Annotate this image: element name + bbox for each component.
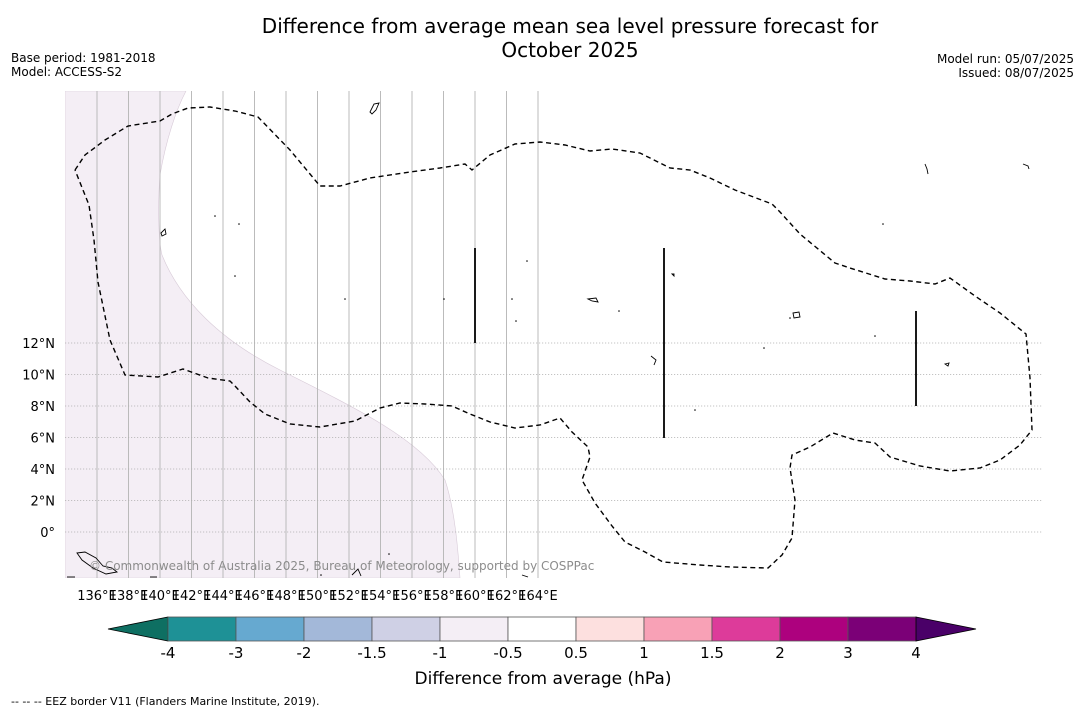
- colorbar-tick-label: 2: [775, 644, 785, 662]
- longitude-label: 148°E: [266, 589, 306, 604]
- latitude-label: 2°N: [31, 495, 56, 510]
- latitude-label: 10°N: [22, 369, 55, 384]
- longitude-label: 146°E: [235, 589, 275, 604]
- colorbar-tick-label: -2: [297, 644, 312, 662]
- colorbar-under-extension: [107, 616, 169, 642]
- latitude-labels: 12°N 10°N 8°N 6°N 4°N 2°N 0°: [22, 337, 55, 541]
- colorbar-tick-label: 4: [911, 644, 921, 662]
- colorbar-tick-label: -3: [229, 644, 244, 662]
- colorbar-tick-label: 3: [843, 644, 853, 662]
- latitude-label: 6°N: [31, 432, 56, 447]
- colorbar-segment: [371, 616, 441, 642]
- eez-border: [74, 106, 1033, 569]
- latitude-label: 8°N: [31, 400, 56, 415]
- colorbar-segment: [643, 616, 713, 642]
- longitude-label: 150°E: [298, 589, 338, 604]
- longitude-label: 152°E: [329, 589, 369, 604]
- longitude-label: 156°E: [392, 589, 432, 604]
- title-line-1: Difference from average mean sea level p…: [261, 14, 879, 38]
- longitude-label: 142°E: [172, 589, 212, 604]
- colorbar-segment: [507, 616, 577, 642]
- colorbar-tick-label: 1.5: [700, 644, 724, 662]
- colorbar-segment: [779, 616, 849, 642]
- colorbar-label: Difference from average (hPa): [415, 669, 672, 689]
- colorbar-tick-label: -1.5: [357, 644, 386, 662]
- issued-date: Issued: 08/07/2025: [958, 66, 1074, 80]
- info-right: Model run: 05/07/2025 Issued: 08/07/2025: [937, 52, 1074, 80]
- colorbar-segment: [847, 616, 917, 642]
- base-period: Base period: 1981-2018: [11, 51, 156, 65]
- pressure-anomaly-shading: [65, 91, 461, 578]
- colorbar-over-extension: [915, 616, 977, 642]
- colorbar-segment: [235, 616, 305, 642]
- latitude-label: 4°N: [31, 463, 56, 478]
- colorbar-segment: [575, 616, 645, 642]
- colorbar-tick-label: 0.5: [564, 644, 588, 662]
- eez-footnote: -- -- -- EEZ border V11 (Flanders Marine…: [11, 695, 320, 708]
- longitude-label: 140°E: [140, 589, 180, 604]
- title-line-2: October 2025: [501, 38, 639, 62]
- colorbar-tick-label: -0.5: [493, 644, 522, 662]
- colorbar-segment: [303, 616, 373, 642]
- colorbar-tick-label: -1: [433, 644, 448, 662]
- longitude-labels: 136°E138°E140°E142°E144°E146°E148°E150°E…: [77, 589, 558, 604]
- colorbar-tick-label: -4: [161, 644, 176, 662]
- longitude-label: 162°E: [487, 589, 527, 604]
- colorbar-segment: [167, 616, 237, 642]
- map-area: © Commonwealth of Australia 2025, Bureau…: [65, 91, 1043, 578]
- longitude-label: 160°E: [455, 589, 495, 604]
- longitude-label: 164°E: [518, 589, 558, 604]
- latitude-label: 12°N: [22, 337, 55, 352]
- info-left: Base period: 1981-2018 Model: ACCESS-S2: [11, 51, 156, 79]
- colorbar-segment: [711, 616, 781, 642]
- colorbar: -4 -3 -2 -1.5 -1 -0.5 0.5 1 1.5 2 3 4: [107, 616, 977, 662]
- longitude-label: 136°E: [77, 589, 117, 604]
- copyright-credit: © Commonwealth of Australia 2025, Bureau…: [89, 559, 594, 573]
- map-title: Difference from average mean sea level p…: [170, 14, 970, 62]
- islands: [67, 102, 1030, 578]
- model-name: Model: ACCESS-S2: [11, 65, 123, 79]
- colorbar-tick-label: 1: [639, 644, 649, 662]
- longitude-label: 154°E: [361, 589, 401, 604]
- graticule: [65, 91, 1043, 578]
- model-run: Model run: 05/07/2025: [936, 52, 1074, 66]
- colorbar-segment: [439, 616, 509, 642]
- longitude-label: 158°E: [424, 589, 464, 604]
- latitude-label: 0°: [40, 526, 55, 541]
- longitude-label: 138°E: [109, 589, 149, 604]
- small-islets: [214, 215, 884, 576]
- longitude-label: 144°E: [203, 589, 243, 604]
